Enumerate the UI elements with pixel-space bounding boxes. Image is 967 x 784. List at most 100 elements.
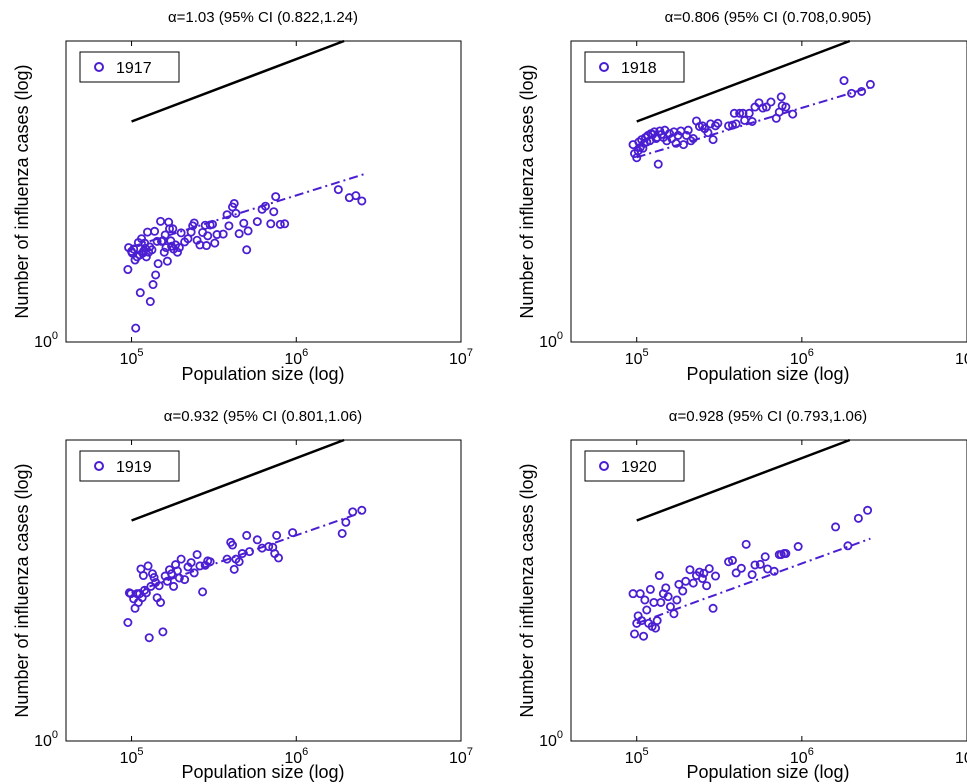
data-point — [176, 228, 186, 238]
data-point — [149, 572, 159, 582]
data-point — [686, 136, 696, 146]
data-point — [699, 568, 709, 578]
data-point — [736, 563, 746, 573]
data-point — [865, 79, 875, 89]
x-axis-label: Population size (log) — [181, 762, 344, 782]
data-point — [231, 208, 241, 218]
legend: 1918 — [584, 51, 685, 83]
y-tick-exponent: 0 — [557, 330, 563, 342]
x-tick-label: 107 — [955, 347, 967, 368]
data-point — [755, 559, 765, 569]
data-point — [831, 522, 841, 532]
data-point — [244, 547, 254, 557]
data-point — [201, 241, 211, 251]
data-point — [628, 589, 638, 599]
data-point — [143, 561, 153, 571]
x-tick-label: 105 — [120, 347, 144, 368]
y-axis-label: Number of influenza cases (log) — [517, 64, 537, 318]
data-point — [154, 581, 164, 591]
x-tick-exponent: 6 — [302, 347, 308, 359]
data-point — [685, 565, 695, 575]
y-tick-label: 100 — [539, 330, 563, 351]
plot-area — [571, 438, 967, 742]
plot-frame — [65, 439, 462, 742]
data-point — [678, 586, 688, 596]
data-point — [781, 102, 791, 112]
data-point — [222, 554, 232, 564]
panel-1919: α=0.932 (95% CI (0.801,1.06) 105 106 10710… — [12, 408, 473, 782]
data-point — [744, 108, 754, 118]
fit-line — [131, 510, 365, 594]
data-point — [847, 88, 857, 98]
data-point — [239, 218, 249, 228]
data-point — [272, 530, 282, 540]
legend-marker — [94, 461, 104, 471]
data-point — [661, 583, 671, 593]
data-point — [654, 571, 664, 581]
data-point — [704, 564, 714, 574]
panel-title: α=0.928 (95% CI (0.793,1.06) — [669, 408, 867, 425]
data-point — [639, 631, 649, 641]
y-axis-label: Number of influenza cases (log) — [12, 64, 32, 318]
data-point — [769, 566, 779, 576]
data-point — [853, 513, 863, 523]
data-point — [781, 549, 791, 559]
data-point — [665, 129, 675, 139]
reference-line — [131, 39, 345, 123]
data-point — [189, 218, 199, 228]
data-point — [275, 219, 285, 229]
data-point — [652, 616, 662, 626]
data-point — [348, 507, 358, 517]
plot-frame — [65, 40, 462, 343]
data-point — [174, 243, 184, 253]
y-tick-label: 100 — [34, 330, 58, 351]
y-tick-label: 100 — [34, 729, 58, 750]
data-point — [681, 576, 691, 586]
panel-title: α=1.03 (95% CI (0.822,1.24) — [168, 9, 358, 26]
data-point — [141, 588, 151, 598]
data-point — [731, 119, 741, 129]
y-tick-label: 100 — [539, 729, 563, 750]
data-point — [271, 192, 281, 202]
legend-label: 1919 — [116, 459, 152, 476]
data-point — [761, 102, 771, 112]
data-point — [857, 86, 867, 96]
data-point — [280, 219, 290, 229]
data-point — [152, 236, 162, 246]
legend: 1919 — [79, 450, 180, 482]
x-tick-exponent: 5 — [643, 746, 649, 758]
data-point — [138, 571, 148, 581]
data-point — [638, 143, 648, 153]
data-point — [169, 581, 179, 591]
x-axis-label: Population size (log) — [181, 364, 344, 384]
data-point — [159, 247, 169, 257]
y-axis-label: Number of influenza cases (log) — [517, 463, 537, 717]
x-tick-label: 107 — [955, 746, 967, 767]
y-tick-exponent: 0 — [52, 729, 58, 741]
data-point — [229, 198, 239, 208]
data-point — [656, 597, 666, 607]
data-point — [123, 265, 133, 275]
data-point — [234, 557, 244, 567]
data-point — [229, 564, 239, 574]
x-tick-exponent: 6 — [808, 347, 814, 359]
data-point — [747, 570, 757, 580]
data-point — [174, 573, 184, 583]
data-point — [843, 541, 853, 551]
x-tick-exponent: 5 — [137, 347, 143, 359]
panel-title: α=0.932 (95% CI (0.801,1.06) — [164, 408, 362, 425]
data-point — [630, 629, 640, 639]
legend-marker — [94, 62, 104, 72]
x-tick-exponent: 5 — [137, 746, 143, 758]
y-tick-exponent: 0 — [52, 330, 58, 342]
data-point — [729, 108, 739, 118]
data-point — [218, 229, 228, 239]
data-point — [151, 270, 161, 280]
legend: 1917 — [79, 51, 180, 83]
data-point — [252, 535, 262, 545]
x-tick-label: 107 — [449, 347, 473, 368]
data-point — [702, 581, 712, 591]
